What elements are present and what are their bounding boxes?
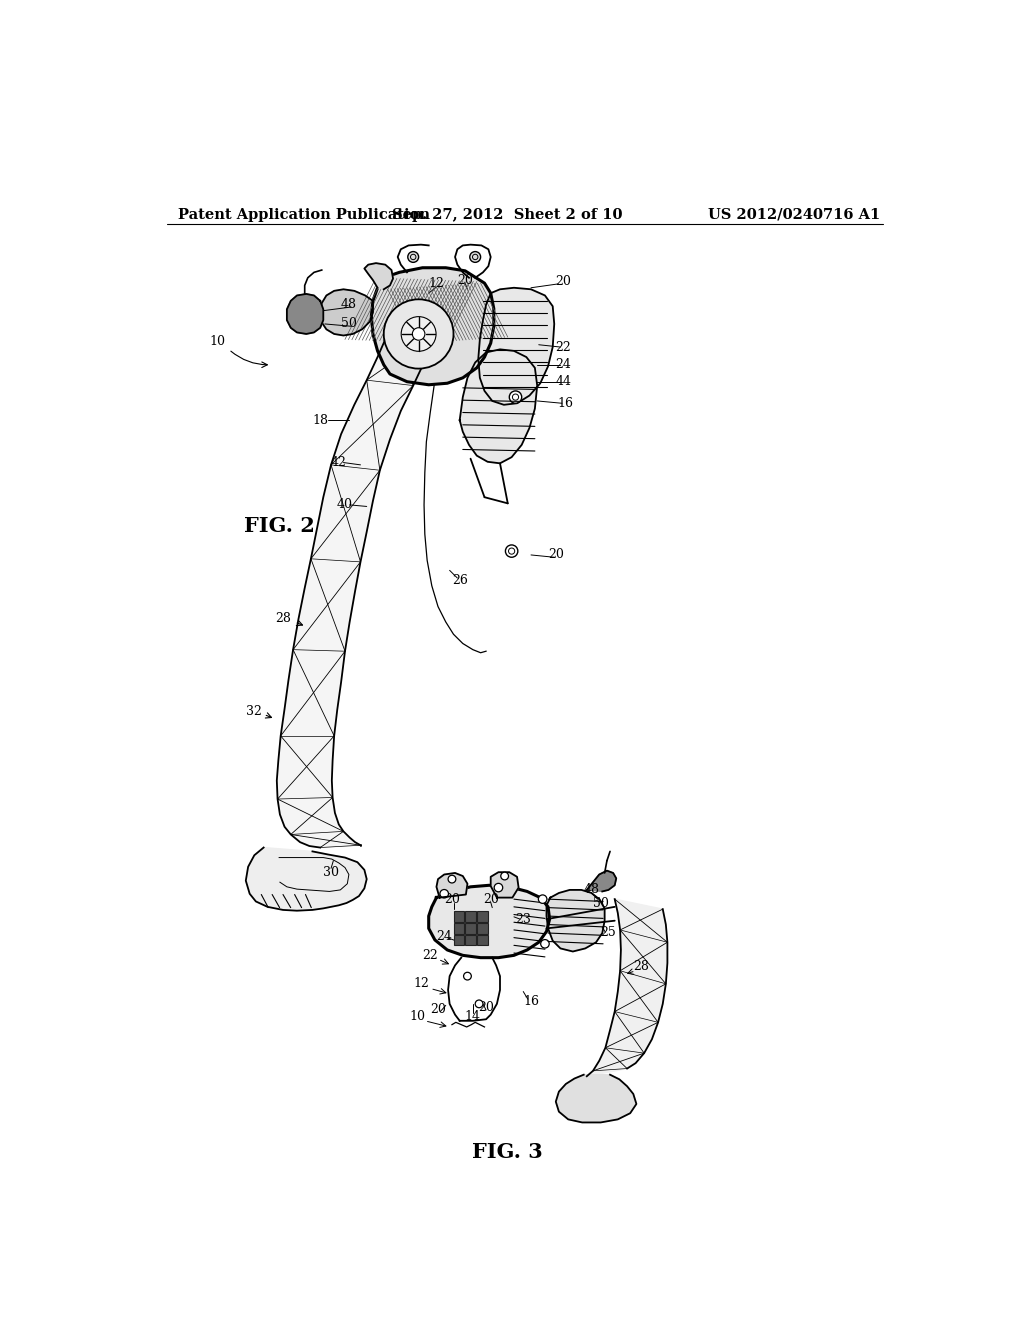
Circle shape xyxy=(413,327,425,341)
Text: 25: 25 xyxy=(601,925,616,939)
Bar xyxy=(454,935,464,945)
Text: 14: 14 xyxy=(465,1010,481,1023)
Bar xyxy=(454,911,464,923)
Text: 30: 30 xyxy=(323,866,339,879)
Polygon shape xyxy=(365,263,393,289)
Polygon shape xyxy=(436,873,467,898)
Circle shape xyxy=(408,252,419,263)
Circle shape xyxy=(495,883,503,892)
Polygon shape xyxy=(246,847,367,911)
Text: 32: 32 xyxy=(246,705,261,718)
Polygon shape xyxy=(478,288,554,405)
Text: 16: 16 xyxy=(558,397,573,409)
Polygon shape xyxy=(490,873,518,898)
Text: 20: 20 xyxy=(482,892,499,906)
Text: FIG. 3: FIG. 3 xyxy=(472,1142,543,1162)
Polygon shape xyxy=(587,871,616,891)
Polygon shape xyxy=(276,326,436,847)
Text: 24: 24 xyxy=(556,358,571,371)
Circle shape xyxy=(475,1001,483,1007)
Polygon shape xyxy=(287,294,324,334)
Polygon shape xyxy=(372,268,494,385)
Circle shape xyxy=(384,300,454,368)
Circle shape xyxy=(541,940,549,948)
Circle shape xyxy=(464,973,471,979)
Text: 20: 20 xyxy=(444,894,460,907)
Text: FIG. 2: FIG. 2 xyxy=(244,516,314,536)
Text: 12: 12 xyxy=(413,977,429,990)
Text: 18: 18 xyxy=(312,413,329,426)
Circle shape xyxy=(440,890,449,898)
Text: 16: 16 xyxy=(523,995,539,1008)
Text: 48: 48 xyxy=(584,883,599,896)
Text: 23: 23 xyxy=(515,912,531,925)
Text: 24: 24 xyxy=(436,929,453,942)
Text: 12: 12 xyxy=(428,277,444,289)
Text: 44: 44 xyxy=(556,375,571,388)
Circle shape xyxy=(506,545,518,557)
Circle shape xyxy=(501,873,509,880)
Text: 22: 22 xyxy=(422,949,438,962)
Text: 42: 42 xyxy=(331,455,347,469)
Bar xyxy=(454,923,464,933)
Polygon shape xyxy=(429,886,550,958)
Bar xyxy=(477,935,487,945)
Text: 20: 20 xyxy=(549,548,564,561)
Text: 20: 20 xyxy=(556,275,571,288)
Circle shape xyxy=(470,252,480,263)
Text: 10: 10 xyxy=(209,335,225,348)
Circle shape xyxy=(401,317,436,351)
Text: US 2012/0240716 A1: US 2012/0240716 A1 xyxy=(708,207,880,222)
Text: 20: 20 xyxy=(457,273,473,286)
Bar xyxy=(465,911,476,923)
Polygon shape xyxy=(460,350,538,463)
Text: 20: 20 xyxy=(478,1001,494,1014)
Circle shape xyxy=(449,875,456,883)
Text: 50: 50 xyxy=(341,317,356,330)
Text: 20: 20 xyxy=(430,1003,445,1016)
Bar xyxy=(465,923,476,933)
Polygon shape xyxy=(321,289,373,335)
Text: 48: 48 xyxy=(341,298,357,312)
Polygon shape xyxy=(556,1074,636,1122)
Circle shape xyxy=(509,391,521,404)
Text: 22: 22 xyxy=(556,341,571,354)
Text: 26: 26 xyxy=(452,574,468,587)
Text: 50: 50 xyxy=(593,898,608,911)
Polygon shape xyxy=(547,890,604,952)
Circle shape xyxy=(539,895,547,903)
Text: 28: 28 xyxy=(633,961,649,973)
Bar xyxy=(477,911,487,923)
Bar xyxy=(477,923,487,933)
Text: 40: 40 xyxy=(337,499,353,511)
Polygon shape xyxy=(587,899,668,1076)
Text: 10: 10 xyxy=(409,1010,425,1023)
Text: 28: 28 xyxy=(275,612,291,626)
Text: Patent Application Publication: Patent Application Publication xyxy=(178,207,430,222)
Text: Sep. 27, 2012  Sheet 2 of 10: Sep. 27, 2012 Sheet 2 of 10 xyxy=(392,207,623,222)
Bar xyxy=(465,935,476,945)
